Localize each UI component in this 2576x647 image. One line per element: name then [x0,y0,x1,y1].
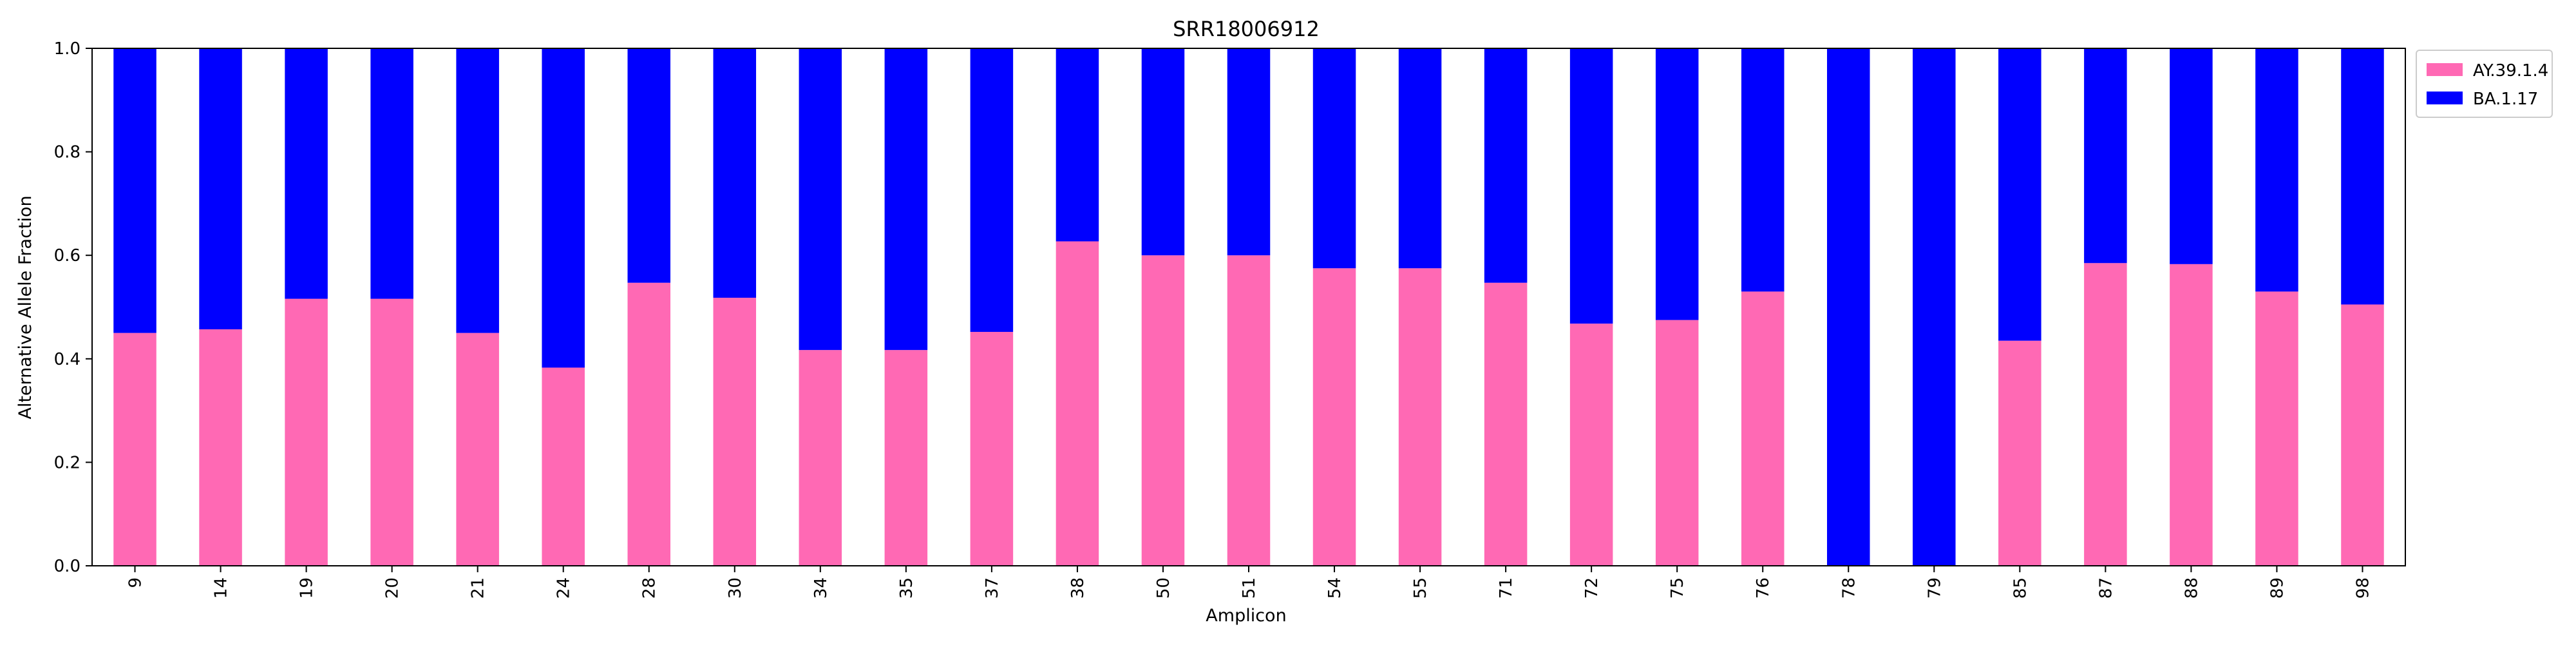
bar-ba-1-17-amplicon-54 [1312,48,1356,269]
bar-ay-39-1-4-amplicon-35 [884,350,928,566]
x-tick-label-amplicon-85: 85 [2011,577,2030,599]
x-tick-label-amplicon-72: 72 [1582,577,1602,599]
bar-ay-39-1-4-amplicon-37 [970,332,1014,566]
bar-ay-39-1-4-amplicon-85 [1998,340,2041,566]
bar-ay-39-1-4-amplicon-9 [113,333,156,566]
y-tick-label: 0.0 [54,557,80,576]
bar-ay-39-1-4-amplicon-28 [627,282,670,566]
bar-ba-1-17-amplicon-37 [970,48,1014,333]
y-axis: 0.0 0.2 0.4 0.6 0.8 1.0 [54,39,92,576]
bar-ay-39-1-4-amplicon-50 [1141,255,1185,566]
x-tick-label-amplicon-98: 98 [2353,577,2372,599]
x-tick-label-amplicon-89: 89 [2268,577,2287,599]
bar-ba-1-17-amplicon-51 [1227,48,1271,256]
bar-ay-39-1-4-amplicon-76 [1741,291,1785,566]
x-tick-label-amplicon-37: 37 [983,577,1002,599]
bar-ay-39-1-4-amplicon-87 [2084,263,2127,566]
x-tick-label-amplicon-20: 20 [383,577,402,599]
x-tick-label-amplicon-75: 75 [1668,577,1687,599]
x-tick-label-amplicon-55: 55 [1411,577,1430,599]
x-tick-label-amplicon-87: 87 [2096,577,2116,599]
legend-label-ba-1-17: BA.1.17 [2473,90,2538,109]
bar-ba-1-17-amplicon-88 [2170,48,2213,264]
bar-ba-1-17-amplicon-85 [1998,48,2041,341]
bar-ba-1-17-amplicon-34 [799,48,842,351]
bar-ay-39-1-4-amplicon-88 [2170,264,2213,566]
legend-swatch-ay-39-1-4 [2427,63,2463,76]
legend-label-ay-39-1-4: AY.39.1.4 [2473,61,2548,81]
bar-ba-1-17-amplicon-72 [1569,48,1613,324]
x-tick-label-amplicon-24: 24 [554,577,574,599]
y-tick-label: 1.0 [54,39,80,59]
bar-ba-1-17-amplicon-9 [113,48,156,333]
bar-ay-39-1-4-amplicon-34 [799,350,842,566]
bar-ba-1-17-amplicon-79 [1913,48,1956,566]
bar-ba-1-17-amplicon-98 [2341,48,2384,305]
x-tick-label-amplicon-19: 19 [298,577,317,599]
bar-ba-1-17-amplicon-55 [1398,48,1442,269]
bar-ay-39-1-4-amplicon-98 [2341,304,2384,566]
bar-ay-39-1-4-amplicon-55 [1398,268,1442,566]
bar-ba-1-17-amplicon-24 [542,48,585,368]
bar-ba-1-17-amplicon-76 [1741,48,1785,292]
x-tick-label-amplicon-78: 78 [1839,577,1859,599]
x-tick-label-amplicon-38: 38 [1068,577,1088,599]
bar-ay-39-1-4-amplicon-21 [456,333,499,566]
bar-ba-1-17-amplicon-14 [199,48,242,330]
x-tick-label-amplicon-50: 50 [1154,577,1173,599]
x-tick-label-amplicon-79: 79 [1925,577,1944,599]
x-tick-label-amplicon-54: 54 [1325,577,1345,599]
bar-ba-1-17-amplicon-87 [2084,48,2127,264]
bar-ba-1-17-amplicon-35 [884,48,928,351]
bar-ay-39-1-4-amplicon-20 [370,298,413,566]
bar-ay-39-1-4-amplicon-72 [1569,324,1613,566]
x-tick-label-amplicon-34: 34 [811,577,831,599]
bar-ay-39-1-4-amplicon-51 [1227,255,1271,566]
bar-ay-39-1-4-amplicon-38 [1056,241,1099,566]
x-axis-label: Amplicon [1206,606,1286,626]
y-tick-label: 0.4 [54,350,80,369]
bar-ba-1-17-amplicon-38 [1056,48,1099,242]
bar-ba-1-17-amplicon-78 [1827,48,1870,566]
bar-ba-1-17-amplicon-20 [370,48,413,299]
x-axis: 9 14 19 20 21 24 28 30 34 35 37 38 50 51 54 55 71 72 75 76 7… [126,566,2372,599]
y-axis-label: Alternative Allele Fraction [15,195,35,419]
chart-title: SRR18006912 [1173,17,1320,41]
x-tick-label-amplicon-71: 71 [1497,577,1516,599]
x-tick-label-amplicon-30: 30 [726,577,745,599]
legend-swatch-ba-1-17 [2427,92,2463,104]
bar-ay-39-1-4-amplicon-24 [542,367,585,566]
bar-ay-39-1-4-amplicon-71 [1484,282,1528,566]
bar-ay-39-1-4-amplicon-30 [713,298,757,566]
bar-ay-39-1-4-amplicon-89 [2255,291,2298,566]
bar-ay-39-1-4-amplicon-14 [199,329,242,566]
y-tick-label: 0.8 [54,143,80,162]
bar-ba-1-17-amplicon-19 [285,48,328,299]
bar-ay-39-1-4-amplicon-75 [1655,320,1699,566]
bar-ay-39-1-4-amplicon-19 [285,298,328,566]
x-tick-label-amplicon-35: 35 [897,577,916,599]
legend: AY.39.1.4 BA.1.17 [2416,50,2553,118]
x-tick-label-amplicon-76: 76 [1754,577,1773,599]
bar-ba-1-17-amplicon-75 [1655,48,1699,320]
y-tick-label: 0.2 [54,453,80,472]
y-tick-label: 0.6 [54,246,80,266]
bar-ba-1-17-amplicon-28 [627,48,670,283]
x-tick-label-amplicon-51: 51 [1240,577,1259,599]
x-tick-label-amplicon-14: 14 [212,577,231,599]
x-tick-label-amplicon-9: 9 [126,577,146,588]
bar-ba-1-17-amplicon-71 [1484,48,1528,283]
x-tick-label-amplicon-28: 28 [640,577,659,599]
bar-ba-1-17-amplicon-50 [1141,48,1185,256]
bar-ay-39-1-4-amplicon-54 [1312,268,1356,566]
x-tick-label-amplicon-88: 88 [2182,577,2201,599]
bar-ba-1-17-amplicon-89 [2255,48,2298,292]
bars-layer [113,48,2384,566]
bar-ba-1-17-amplicon-30 [713,48,757,298]
x-tick-label-amplicon-21: 21 [469,577,488,599]
bar-ba-1-17-amplicon-21 [456,48,499,333]
